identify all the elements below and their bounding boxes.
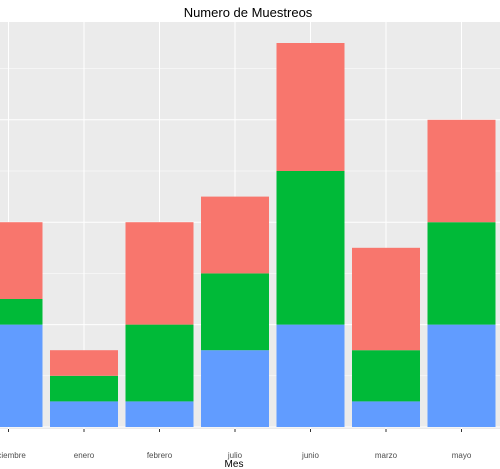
bar-julio-segment-2 (201, 196, 269, 274)
bar-group (0, 43, 496, 427)
bar-julio-segment-0 (201, 350, 269, 427)
bar-diciembre-segment-2 (0, 222, 43, 299)
bar-febrero-segment-1 (125, 324, 194, 402)
bar-marzo-segment-1 (352, 350, 420, 402)
bar-enero-segment-0 (50, 401, 118, 427)
x-tick-label-diciembre: diciembre (0, 451, 26, 460)
x-tick-label-julio: julio (227, 451, 243, 460)
bar-junio-segment-2 (276, 43, 345, 171)
bar-enero-segment-2 (50, 350, 118, 376)
x-axis-title: Mes (225, 459, 244, 469)
x-tick-label-mayo: mayo (452, 451, 472, 460)
bar-febrero-segment-2 (125, 222, 194, 325)
bar-febrero-segment-0 (125, 401, 194, 427)
bar-mayo-segment-2 (427, 119, 496, 223)
bar-marzo-segment-2 (352, 247, 420, 351)
bar-mayo-segment-1 (427, 222, 496, 325)
bar-mayo-segment-0 (427, 324, 496, 427)
x-tick-label-marzo: marzo (375, 451, 398, 460)
bar-marzo-segment-0 (352, 401, 420, 427)
bar-junio-segment-1 (276, 171, 345, 325)
x-tick-label-febrero: febrero (147, 451, 173, 460)
bar-diciembre-segment-1 (0, 299, 43, 325)
x-tick-label-enero: enero (74, 451, 95, 460)
bar-julio-segment-1 (201, 273, 269, 351)
bar-enero-segment-1 (50, 375, 118, 402)
bar-junio-segment-0 (276, 324, 345, 427)
chart-title: Numero de Muestreos (184, 5, 313, 20)
x-ticks: diciembre enero febrero julio junio marzo mayo… (0, 429, 472, 460)
bar-diciembre-segment-0 (0, 324, 43, 427)
x-tick-label-junio: junio (301, 451, 319, 460)
